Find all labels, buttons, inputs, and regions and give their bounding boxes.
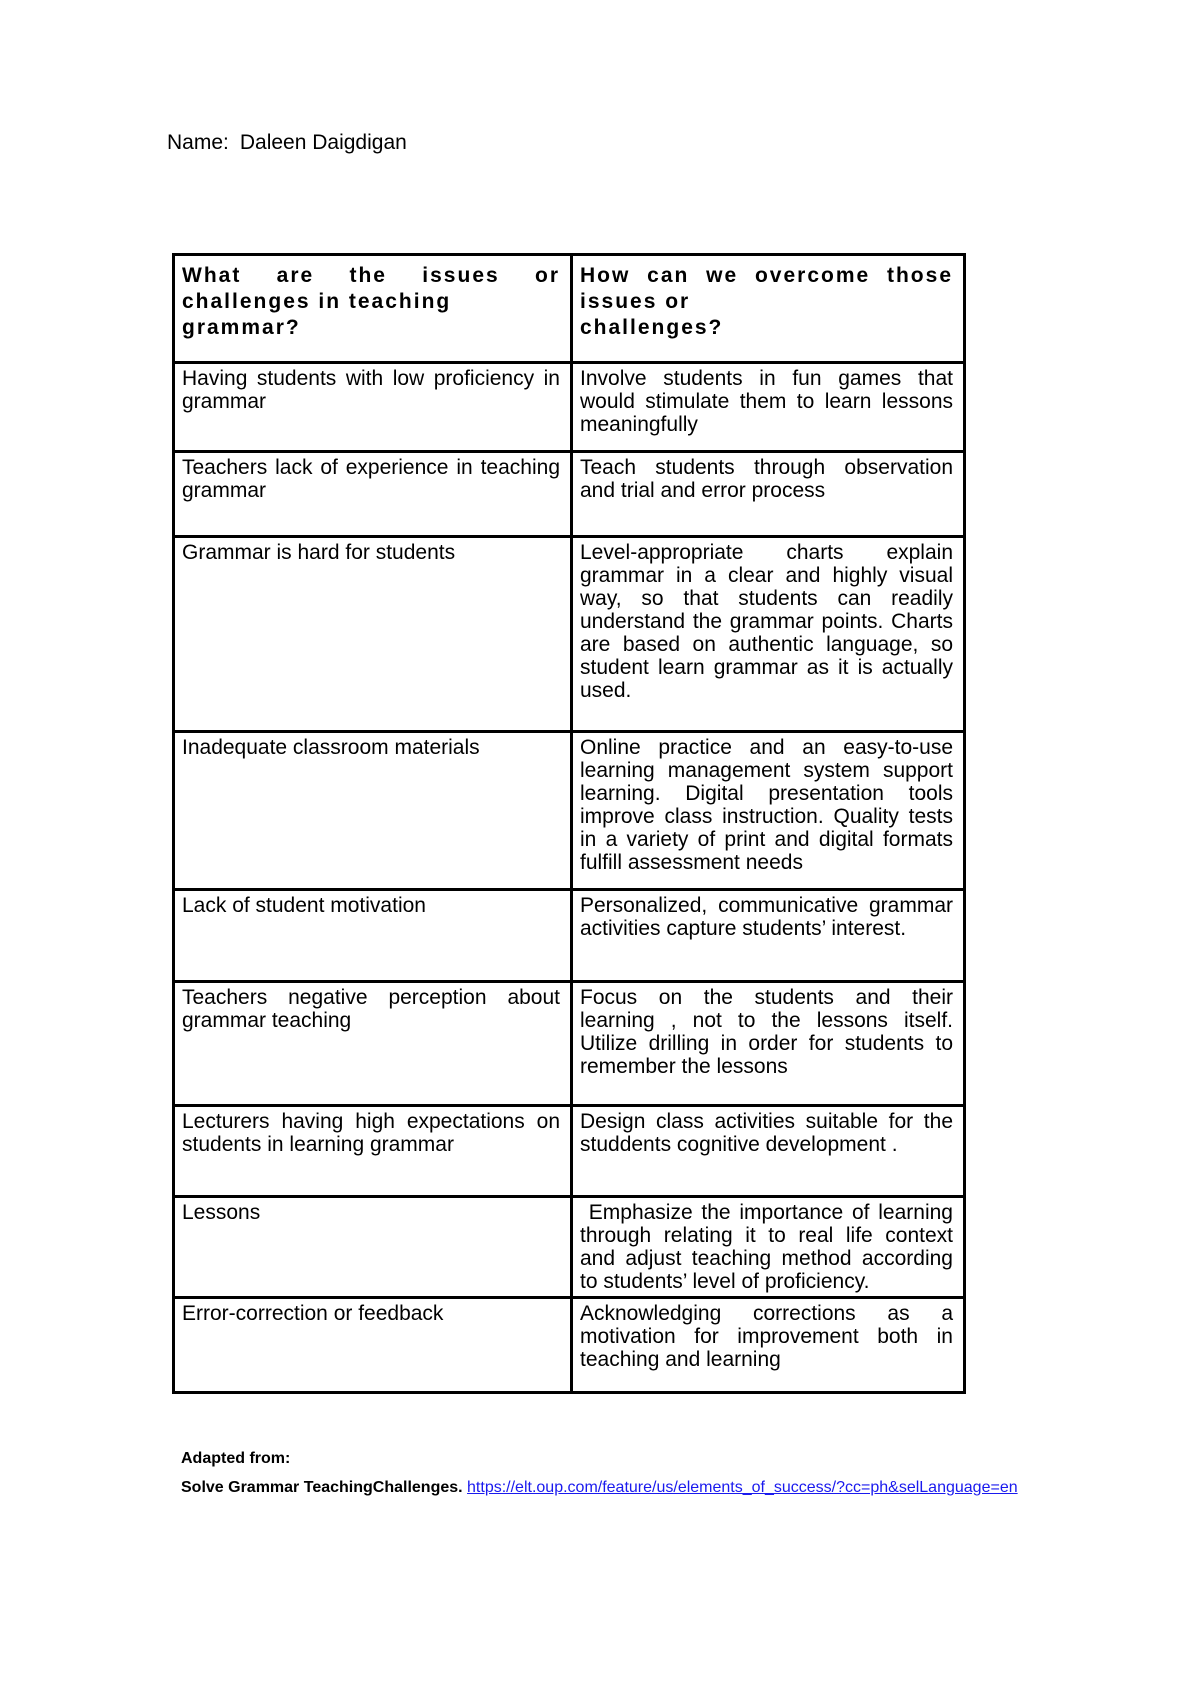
solution-cell: Design class activities suitable for the… xyxy=(570,1104,966,1198)
adapted-from-label: Adapted from: xyxy=(181,1450,291,1467)
table-header-row: What are the issues or challenges in tea… xyxy=(172,253,966,364)
table-row: Teachers lack of experience in teaching … xyxy=(172,450,966,538)
challenge-cell: Teachers negative perception about gramm… xyxy=(172,980,573,1107)
solution-cell: Teach students through observation and t… xyxy=(570,450,966,538)
solutions-column-header: How can we overcome those issues or chal… xyxy=(570,253,966,364)
table-row: Grammar is hard for students Level-approp… xyxy=(172,535,966,733)
student-name-line: Name: Daleen Daigdigan xyxy=(167,131,407,154)
challenge-cell: Grammar is hard for students xyxy=(172,535,573,733)
solution-cell: Involve students in fun games that would… xyxy=(570,361,966,453)
solution-cell: Acknowledging corrections as a motivatio… xyxy=(570,1296,966,1394)
footer-note: Adapted from: Solve Grammar TeachingChal… xyxy=(181,1444,1018,1502)
table-row: Lecturers having high expectations on st… xyxy=(172,1104,966,1198)
challenges-column-header: What are the issues or challenges in tea… xyxy=(172,253,573,364)
challenge-cell: Teachers lack of experience in teaching … xyxy=(172,450,573,538)
table-row: Teachers negative perception about gramm… xyxy=(172,980,966,1107)
name-label: Name: xyxy=(167,131,229,154)
challenge-cell: Error-correction or feedback xyxy=(172,1296,573,1394)
challenge-cell: Lack of student motivation xyxy=(172,888,573,983)
source-line: Solve Grammar TeachingChallenges. https:… xyxy=(181,1473,1018,1502)
solution-cell: Online practice and an easy-to-use learn… xyxy=(570,730,966,891)
solution-cell: Level-appropriate charts explain grammar… xyxy=(570,535,966,733)
challenge-cell: Having students with low proficiency in … xyxy=(172,361,573,453)
source-text: Solve Grammar TeachingChallenges. xyxy=(181,1479,463,1496)
challenges-table: What are the issues or challenges in tea… xyxy=(172,253,966,1394)
solution-cell: Emphasize the importance of learning thr… xyxy=(570,1195,966,1299)
table-row: Having students with low proficiency in … xyxy=(172,361,966,453)
table-row: Error-correction or feedback Acknowledgin… xyxy=(172,1296,966,1394)
challenge-cell: Lessons xyxy=(172,1195,573,1299)
table-row: Inadequate classroom materials Online pra… xyxy=(172,730,966,891)
name-value: Daleen Daigdigan xyxy=(239,131,407,154)
solution-cell: Focus on the students and their learning… xyxy=(570,980,966,1107)
table-row: Lessons Emphasize the importance of lear… xyxy=(172,1195,966,1299)
source-link[interactable]: https://elt.oup.com/feature/us/elements_… xyxy=(467,1479,1018,1496)
challenge-cell: Lecturers having high expectations on st… xyxy=(172,1104,573,1198)
solution-cell: Personalized, communicative grammar acti… xyxy=(570,888,966,983)
challenge-cell: Inadequate classroom materials xyxy=(172,730,573,891)
table-row: Lack of student motivation Personalized, … xyxy=(172,888,966,983)
